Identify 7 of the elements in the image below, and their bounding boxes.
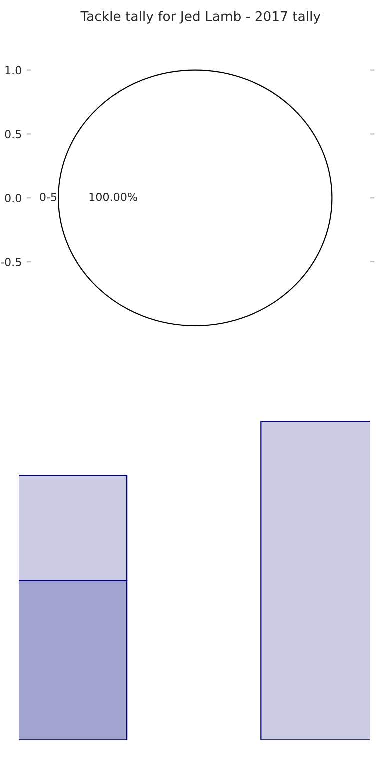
data-label: 100.00% <box>90 192 138 202</box>
chart-title: Tackle tally for Jed Lamb - 2017 tally <box>80 11 321 24</box>
text: 0.5 <box>5 130 22 139</box>
text: 0.0 <box>5 194 22 203</box>
slice-label: 0-5 <box>40 192 57 202</box>
text: -0.5 <box>1 258 22 266</box>
text: 1.0 <box>6 66 22 75</box>
